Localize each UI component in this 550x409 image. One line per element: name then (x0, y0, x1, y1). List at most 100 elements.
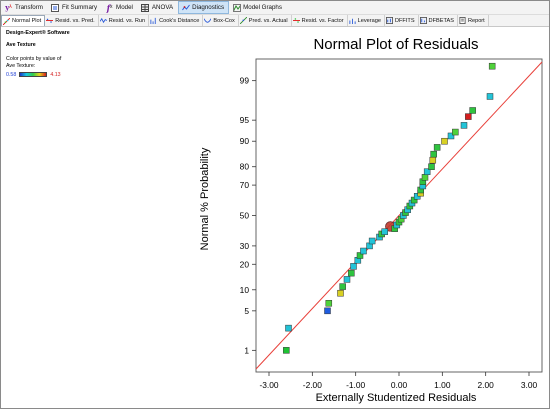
x-tick-label: -3.00 (259, 380, 278, 390)
data-point (339, 283, 346, 290)
y-tick-label: 70 (240, 180, 250, 190)
legend-gradient-bar (19, 72, 48, 78)
tab-label: Normal Plot (12, 18, 42, 24)
model-label: Model (116, 4, 133, 11)
tab-cooks-distance[interactable]: Cook's Distance (149, 15, 204, 26)
color-caption-line1: Color points by value of (6, 56, 62, 62)
anova-button[interactable]: ANOVA (138, 1, 178, 14)
pred-vs-actual-icon (239, 17, 247, 24)
y-tick-label: 20 (240, 259, 250, 269)
data-point (368, 237, 376, 245)
data-point (381, 228, 388, 235)
fit-summary-icon (51, 3, 60, 12)
tab-leverage[interactable]: Leverage (348, 15, 385, 26)
y-tick-label: 95 (240, 115, 250, 125)
diagnostics-icon (181, 3, 190, 12)
normal-plot-icon (3, 17, 10, 25)
response-name: Ave Texture (6, 42, 36, 48)
tab-resid-vs-factor[interactable]: Resid. vs. Factor (292, 15, 348, 26)
x-tick-label: 0.00 (391, 380, 408, 390)
data-point (285, 324, 292, 332)
fit-summary-label: Fit Summary (61, 4, 98, 11)
data-points (283, 62, 496, 354)
data-point (460, 122, 468, 129)
tab-pred-vs-actual[interactable]: Pred. vs. Actual (239, 15, 292, 26)
tab-label: Box-Cox (213, 17, 235, 24)
resid-vs-run-icon (99, 17, 107, 24)
data-point (324, 307, 331, 315)
chart-title: Normal Plot of Residuals (313, 36, 478, 53)
report-icon (459, 17, 466, 24)
tab-label: Leverage (357, 17, 381, 24)
tab-box-cox[interactable]: Box-Cox (203, 15, 239, 26)
data-point (283, 347, 290, 354)
normal-reference-line (255, 61, 543, 370)
diagnostics-button[interactable]: Diagnostics (178, 1, 230, 14)
tab-resid-vs-run[interactable]: Resid. vs. Run (99, 15, 150, 26)
tab-normal-plot[interactable]: Normal Plot (1, 15, 46, 26)
data-point (348, 269, 355, 277)
company-name: Design-Expert® Software (6, 30, 70, 36)
data-point (469, 107, 476, 114)
tab-report[interactable]: Report (458, 15, 489, 26)
reference-line (255, 61, 543, 370)
cooks-distance-icon (150, 17, 156, 24)
data-point (488, 62, 496, 70)
data-point (433, 144, 441, 151)
y-tick-label: 80 (240, 162, 250, 172)
dffits-icon (385, 17, 393, 24)
data-point (447, 132, 455, 140)
data-point (428, 163, 435, 170)
x-tick-label: -1.00 (346, 380, 365, 390)
model-graphs-button[interactable]: Model Graphs (229, 1, 287, 14)
tab-resid-vs-pred[interactable]: Resid. vs. Pred. (45, 15, 99, 26)
x-axis-label: Externally Studentized Residuals (316, 392, 477, 404)
y-tick-label: 99 (240, 76, 250, 86)
info-panel: Design-Expert® Software Ave Texture Colo… (6, 30, 126, 78)
tab-label: Resid. vs. Pred. (55, 17, 95, 24)
y-tick-label: 30 (240, 241, 250, 251)
tab-label: Pred. vs. Actual (248, 17, 288, 24)
y-axis: 1 5 10 20 30 50 70 80 90 95 99 (240, 76, 256, 355)
tab-label: Resid. vs. Run (108, 17, 146, 24)
data-point (421, 174, 429, 181)
tab-dffits[interactable]: DFFITS (385, 15, 419, 26)
resid-vs-pred-icon (46, 18, 54, 23)
data-point (423, 168, 431, 175)
tab-label: Resid. vs. Factor (301, 17, 344, 24)
data-point (356, 252, 364, 259)
model-graphs-label: Model Graphs (243, 4, 282, 11)
x-tick-label: 3.00 (521, 380, 538, 390)
tab-label: DFFITS (394, 17, 415, 24)
y-axis-label: Normal % Probability (199, 147, 211, 250)
data-point (465, 113, 472, 120)
y-tick-label: 50 (240, 211, 250, 221)
x-tick-label: 1.00 (434, 380, 451, 390)
color-legend: 0.58 4.13 (6, 72, 126, 78)
data-point (430, 150, 437, 158)
color-caption-line2: Ave Texture: (6, 62, 36, 69)
anova-icon (141, 3, 150, 12)
data-point (350, 263, 357, 270)
box-cox-icon (204, 18, 212, 23)
leverage-icon (349, 18, 356, 24)
fit-summary-button[interactable]: Fit Summary (48, 1, 102, 14)
data-point (429, 156, 437, 164)
data-point (343, 276, 351, 283)
model-graphs-icon (232, 3, 241, 12)
data-point (360, 247, 367, 255)
data-point (325, 300, 333, 307)
y-tick-label: 90 (240, 136, 250, 146)
anova-label: ANOVA (151, 4, 174, 11)
data-point (486, 93, 494, 100)
tab-label: Cook's Distance (159, 17, 200, 24)
resid-vs-factor-icon (292, 18, 300, 23)
legend-max: 4.13 (50, 71, 61, 78)
tab-label: DFBETAS (428, 17, 454, 24)
tab-dfbetas[interactable]: DFBETAS (419, 15, 458, 26)
